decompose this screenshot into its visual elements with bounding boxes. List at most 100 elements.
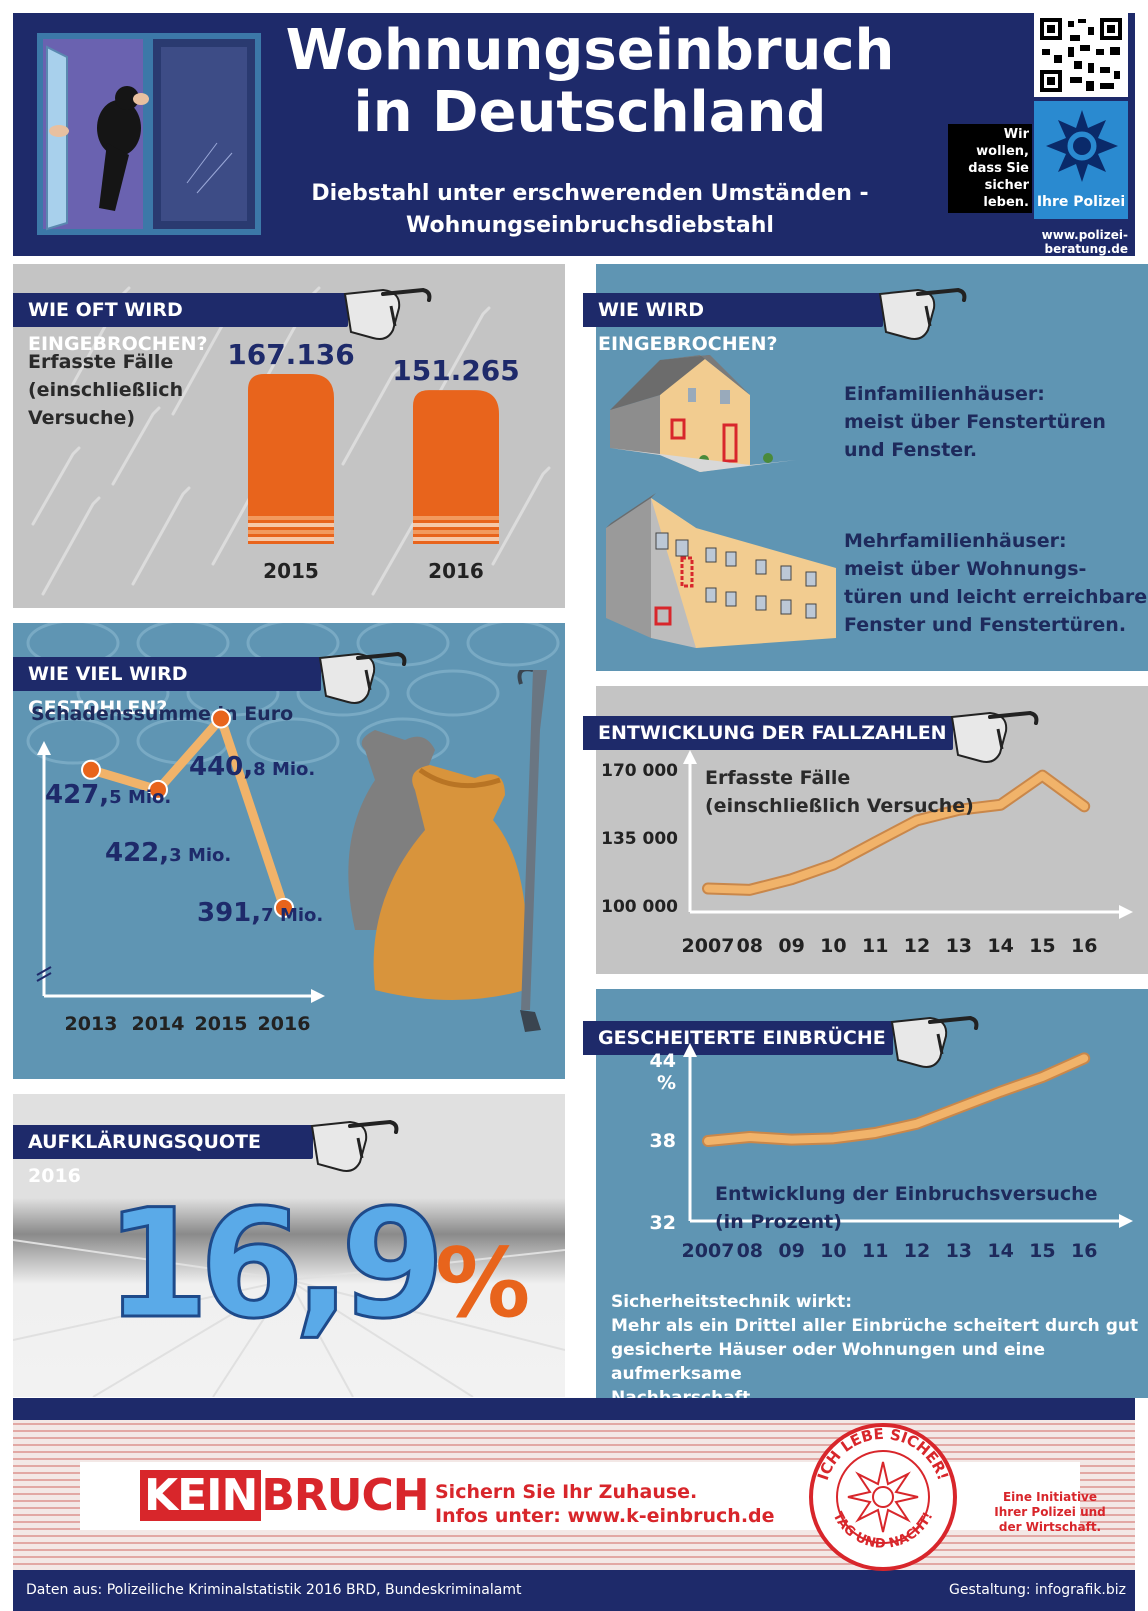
- design-credit: Gestaltung: infografik.biz: [949, 1582, 1126, 1598]
- campaign-tagline-line1: Sichern Sie Ihr Zuhause.: [435, 1481, 698, 1503]
- hand-crowbar-icon: [310, 1119, 399, 1172]
- failed-x-tick: 12: [904, 1240, 930, 1262]
- how-title-text: WIE WIRD EINGEBROCHEN?: [598, 299, 778, 355]
- development-caption-line2: (einschließlich Versuche): [705, 795, 974, 817]
- initiative-line3: der Wirtschaft.: [998, 1520, 1102, 1534]
- failed-x-tick: 14: [987, 1240, 1013, 1262]
- campaign-brand: KEINBRUCH: [140, 1466, 430, 1526]
- how-often-caption-line3: Versuche): [28, 407, 136, 429]
- how-single-line1: Einfamilienhäuser:: [844, 383, 1045, 405]
- police-slogan-line2: dass Sie: [968, 161, 1029, 176]
- damage-value-label: 427,5 Mio.: [45, 780, 171, 810]
- how-often-caption-line1: Erfasste Fälle: [28, 351, 174, 373]
- development-caption: Erfasste Fälle (einschließlich Versuche): [705, 764, 974, 820]
- how-often-title-text: WIE OFT WIRD EINGEBROCHEN?: [28, 299, 208, 355]
- y-axis-arrow: [683, 750, 697, 764]
- page-subtitle-line2: Wohnungseinbruchsdiebstahl: [406, 213, 774, 238]
- axis-break-mark: [36, 972, 52, 982]
- failed-caption-line2: (in Prozent): [715, 1211, 842, 1233]
- failed-x-tick: 2007: [682, 1240, 735, 1262]
- campaign-tagline-line2[interactable]: Infos unter: www.k-einbruch.de: [435, 1505, 775, 1527]
- police-star-icon: [1046, 110, 1118, 182]
- failed-x-tick: 11: [862, 1240, 888, 1262]
- how-title: WIE WIRD EINGEBROCHEN?: [583, 293, 883, 355]
- bar-stripe: [413, 530, 499, 534]
- bar-category-label: 2015: [263, 559, 319, 583]
- bar: [248, 374, 334, 544]
- how-much-title: WIE VIEL WIRD GESTOHLEN?: [13, 657, 321, 719]
- failed-caption: Entwicklung der Einbruchsversuche (in Pr…: [715, 1180, 1098, 1236]
- dev-x-tick: 16: [1071, 935, 1097, 957]
- failed-x-tick: 16: [1071, 1240, 1097, 1262]
- bar-stripe: [248, 523, 334, 527]
- campaign-tagline: Sichern Sie Ihr Zuhause. Infos unter: ww…: [435, 1480, 775, 1528]
- failed-title-text: GESCHEITERTE EINBRÜCHE: [598, 1027, 886, 1049]
- bar-stripe: [248, 537, 334, 541]
- police-slogan-line1: Wir wollen,: [976, 127, 1029, 159]
- dev-x-tick: 09: [778, 935, 804, 957]
- damage-x-tick: 2015: [195, 1013, 248, 1035]
- bar-stripe: [248, 530, 334, 534]
- failed-y-tick: 32: [650, 1212, 676, 1234]
- failed-note: Sicherheitstechnik wirkt: Mehr als ein D…: [611, 1290, 1148, 1410]
- damage-x-tick: 2016: [258, 1013, 311, 1035]
- how-often-caption-line2: (einschließlich: [28, 379, 184, 401]
- dev-x-tick: 11: [862, 935, 888, 957]
- hand-crowbar-icon: [950, 710, 1039, 763]
- damage-value-label: 440,8 Mio.: [189, 752, 315, 782]
- initiative-line2: Ihrer Polizei und: [994, 1505, 1106, 1519]
- damage-point: [81, 759, 101, 780]
- line-chart-damage: 427,5 Mio. 422,3 Mio. 440,8 Mio. 391,7 Mio.…: [36, 708, 325, 1035]
- burglar-window-illustration: [37, 33, 261, 235]
- bar-category-label: 2016: [428, 559, 484, 583]
- bar-chart-cases: 167.136 2015 151.265 2016: [227, 338, 520, 583]
- failed-x-tick: 13: [946, 1240, 972, 1262]
- sunburst-rays: [13, 1239, 565, 1397]
- how-often-title: WIE OFT WIRD EINGEBROCHEN?: [13, 293, 348, 355]
- axis-break-mark: [36, 966, 52, 976]
- how-multi-line1: Mehrfamilienhäuser:: [844, 530, 1067, 552]
- clearance-title: AUFKLÄRUNGSQUOTE 2016: [13, 1125, 313, 1187]
- line-chart-failed: 44 38 32% 2007 08 09 10 11 12 13 14 15 16: [650, 1043, 1133, 1262]
- how-often-caption: Erfasste Fälle (einschließlich Versuche): [28, 348, 183, 432]
- dev-y-tick: 170 000: [601, 761, 678, 781]
- failed-note-line3: gesicherte Häuser oder Wohnungen und ein…: [611, 1340, 1045, 1384]
- campaign-seal: ICH LEBE SICHER! TAG UND NACHT!: [809, 1423, 957, 1571]
- police-name: Ihre Polizei: [1036, 194, 1126, 210]
- x-axis-arrow: [1119, 1214, 1133, 1228]
- how-single-line2: meist über Fenstertüren: [844, 411, 1106, 433]
- failed-series-line: [704, 1054, 1089, 1145]
- how-single-line3: und Fenster.: [844, 439, 978, 461]
- failed-y-unit: %: [657, 1072, 676, 1094]
- bar-value-label: 151.265: [392, 354, 520, 387]
- clearance-value: 16,9%: [103, 1177, 530, 1354]
- bar: [413, 390, 499, 544]
- clearance-title-text: AUFKLÄRUNGSQUOTE 2016: [28, 1131, 261, 1187]
- damage-value-label: 391,7 Mio.: [197, 898, 323, 928]
- damage-x-tick: 2014: [132, 1013, 185, 1035]
- development-title: ENTWICKLUNG DER FALLZAHLEN: [583, 716, 953, 750]
- page-title-line1: Wohnungseinbruch: [285, 18, 895, 83]
- damage-point: [274, 897, 294, 918]
- page-subtitle: Diebstahl unter erschwerenden Umständen …: [260, 178, 920, 242]
- how-multi-line2: meist über Wohnungs-: [844, 558, 1087, 580]
- failed-title: GESCHEITERTE EINBRÜCHE: [583, 1021, 893, 1055]
- failed-note-line2: Mehr als ein Drittel aller Einbrüche sch…: [611, 1316, 1139, 1336]
- damage-x-tick: 2013: [65, 1013, 118, 1035]
- failed-x-tick: 08: [737, 1240, 763, 1262]
- failed-y-tick: 44: [650, 1050, 676, 1072]
- failed-x-tick: 10: [820, 1240, 846, 1262]
- dev-y-tick: 135 000: [601, 829, 678, 849]
- panel-failed: [596, 989, 1148, 1398]
- police-url[interactable]: www.polizei-beratung.de: [1041, 228, 1128, 256]
- development-caption-line1: Erfasste Fälle: [705, 767, 851, 789]
- y-axis-arrow: [37, 741, 51, 755]
- dev-x-tick: 2007: [682, 935, 735, 957]
- dev-x-tick: 14: [987, 935, 1013, 957]
- failed-x-tick: 09: [778, 1240, 804, 1262]
- failed-x-tick: 15: [1029, 1240, 1055, 1262]
- damage-point: [211, 708, 231, 729]
- bar-body: [413, 390, 499, 544]
- clearance-value-percent: %: [435, 1229, 531, 1339]
